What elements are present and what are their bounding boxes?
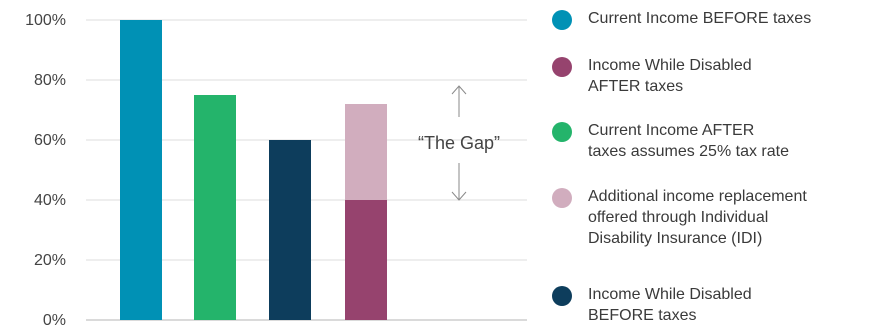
legend-label-line: Additional income replacement <box>588 188 807 205</box>
legend-label-line: offered through Individual <box>588 209 769 226</box>
legend-swatch-icon <box>552 10 572 30</box>
y-tick-label: 80% <box>34 72 66 89</box>
legend-label-line: Income While Disabled <box>588 286 752 303</box>
y-tick-label: 60% <box>34 132 66 149</box>
y-tick-label: 20% <box>34 252 66 269</box>
gap-annotation-label: “The Gap” <box>418 133 500 153</box>
legend-label-line: Income While Disabled <box>588 57 752 74</box>
bar-4 <box>345 200 387 320</box>
legend-label-line: BEFORE taxes <box>588 307 697 324</box>
bar-1 <box>120 20 162 320</box>
chart-legend: Current Income BEFORE taxes Income While … <box>550 8 865 324</box>
legend-label: Additional income replacement offered thr… <box>588 186 868 249</box>
bar-2 <box>194 95 236 320</box>
arrow-up-icon <box>451 85 467 95</box>
legend-swatch-icon <box>552 57 572 77</box>
legend-label-line: AFTER taxes <box>588 78 684 95</box>
bar-5 <box>345 104 387 200</box>
legend-label: Income While Disabled BEFORE taxes <box>588 284 868 326</box>
bar-3 <box>269 140 311 320</box>
y-tick-label: 100% <box>25 12 66 29</box>
legend-label-line: Disability Insurance (IDI) <box>588 230 763 247</box>
y-tick-label: 40% <box>34 192 66 209</box>
y-tick-label: 0% <box>43 312 66 326</box>
legend-label: Current Income BEFORE taxes <box>588 8 868 29</box>
legend-label-line: taxes assumes 25% tax rate <box>588 143 789 160</box>
legend-swatch-icon <box>552 286 572 306</box>
arrow-down-icon <box>451 191 467 201</box>
legend-label-line: Current Income AFTER <box>588 122 755 139</box>
legend-label: Current Income AFTER taxes assumes 25% ta… <box>588 120 868 162</box>
legend-label-line: Current Income BEFORE taxes <box>588 10 812 27</box>
legend-swatch-icon <box>552 188 572 208</box>
legend-swatch-icon <box>552 122 572 142</box>
bar-chart: 0% 20% 40% 60% 80% 100% “The Gap” <box>25 12 527 326</box>
legend-label: Income While Disabled AFTER taxes <box>588 55 868 97</box>
